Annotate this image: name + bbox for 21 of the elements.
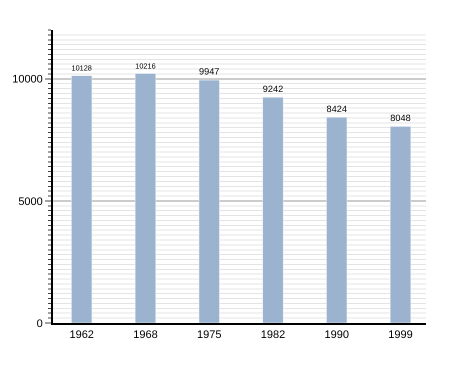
y-tick-label: 10000 [12, 74, 43, 86]
x-tick-label: 1999 [388, 329, 413, 342]
data-label: 9242 [262, 84, 284, 94]
x-tick-label: 1990 [324, 329, 349, 342]
bar [198, 80, 220, 323]
data-label: 9947 [199, 66, 220, 77]
data-label: 10128 [71, 64, 92, 73]
data-label: 8424 [326, 104, 347, 114]
bar [326, 117, 348, 323]
bar [71, 75, 92, 323]
x-tick-label: 1982 [260, 329, 286, 342]
bar [262, 97, 284, 323]
y-tick-label: 5000 [18, 196, 43, 208]
y-tick-label: 0 [36, 318, 43, 330]
x-tick-label: 1968 [133, 329, 158, 342]
bar [390, 126, 411, 323]
x-tick-label: 1975 [196, 329, 222, 342]
data-label: 8048 [390, 112, 411, 123]
x-tick-label: 1962 [69, 329, 94, 342]
data-label: 10216 [135, 62, 156, 71]
bar [135, 73, 156, 323]
